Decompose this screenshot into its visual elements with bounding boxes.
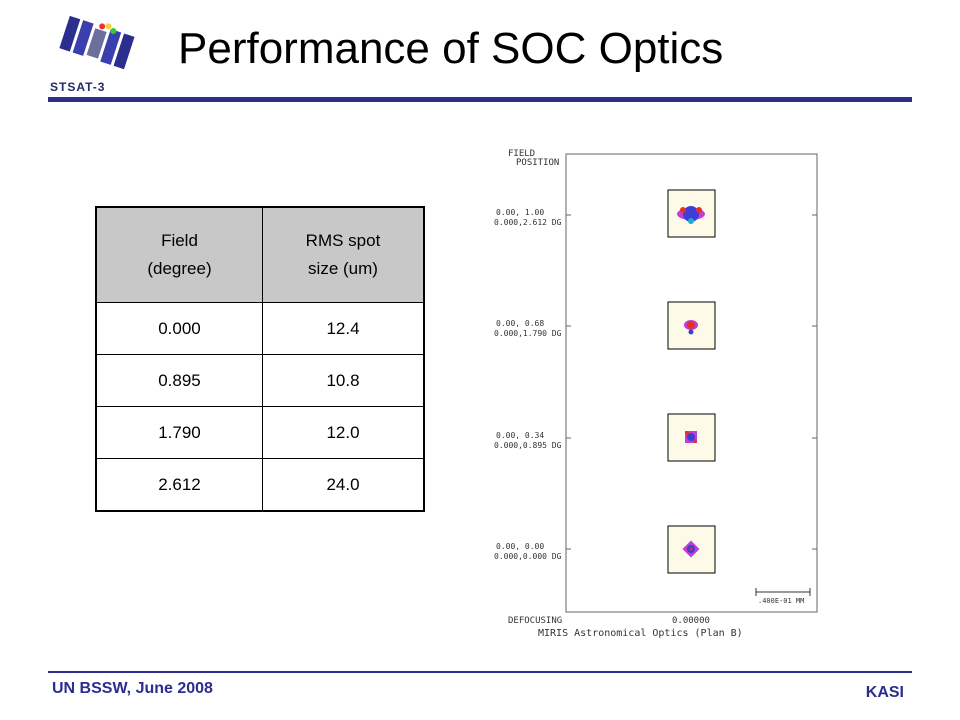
- cell-field: 1.790: [95, 406, 263, 459]
- spot-diagram: FIELD POSITION 0.00, 1.00 0.000,2.612 DG…: [494, 149, 818, 639]
- table-row: 1.790 12.0: [95, 406, 425, 459]
- field-label-line2: 0.000,1.790 DG: [494, 329, 562, 338]
- header-rms: RMS spot size (um): [262, 206, 425, 303]
- scale-label: .400E-01 MM: [758, 597, 804, 605]
- field-label-line1: 0.00, 1.00: [496, 208, 544, 217]
- field-row-1: 0.00, 1.00 0.000,2.612 DG: [494, 189, 817, 238]
- scale-bar: .400E-01 MM: [755, 588, 811, 605]
- cell-field: 0.895: [95, 354, 263, 407]
- table-row: 2.612 24.0: [95, 458, 425, 512]
- header-rms-line2: size (um): [308, 259, 378, 278]
- header-field-line2: (degree): [147, 259, 212, 278]
- cell-rms: 24.0: [262, 458, 425, 512]
- field-row-4: 0.00, 0.00 0.000,0.000 DG: [494, 525, 817, 574]
- table-row: 0.895 10.8: [95, 354, 425, 407]
- cell-rms: 12.0: [262, 406, 425, 459]
- field-label-line1: 0.00, 0.34: [496, 431, 544, 440]
- cell-field: 2.612: [95, 458, 263, 512]
- plot-caption: MIRIS Astronomical Optics (Plan B): [538, 628, 743, 639]
- performance-table: Field (degree) RMS spot size (um) 0.000 …: [95, 206, 425, 512]
- stsat3-logo-icon: [59, 15, 135, 70]
- spot-pattern: [682, 540, 700, 558]
- title-divider: [48, 97, 912, 102]
- footer-event: UN BSSW, June 2008: [52, 680, 213, 697]
- field-label-line2: 0.000,0.000 DG: [494, 552, 562, 561]
- cell-field: 0.000: [95, 302, 263, 355]
- logo-caption: STSAT-3: [50, 80, 106, 94]
- field-row-2: 0.00, 0.68 0.000,1.790 DG: [494, 301, 817, 350]
- plot-header-line1: FIELD: [508, 149, 535, 159]
- defocusing-value: 0.00000: [672, 616, 710, 626]
- spot-pattern: [677, 206, 705, 224]
- plot-header-line2: POSITION: [516, 158, 559, 168]
- field-row-3: 0.00, 0.34 0.000,0.895 DG: [494, 413, 817, 462]
- field-label-line2: 0.000,0.895 DG: [494, 441, 562, 450]
- spot-pattern: [685, 431, 697, 443]
- field-label-line1: 0.00, 0.00: [496, 542, 544, 551]
- field-label-line1: 0.00, 0.68: [496, 319, 544, 328]
- cell-rms: 10.8: [262, 354, 425, 407]
- header-field-line1: Field: [161, 231, 198, 250]
- table-row: 0.000 12.4: [95, 302, 425, 355]
- cell-rms: 12.4: [262, 302, 425, 355]
- footer-org: KASI: [865, 684, 904, 701]
- field-label-line2: 0.000,2.612 DG: [494, 218, 562, 227]
- header-rms-line1: RMS spot: [305, 231, 381, 250]
- header-field: Field (degree): [95, 206, 263, 303]
- slide-title: Performance of SOC Optics: [178, 24, 724, 73]
- footer-divider: [48, 671, 912, 673]
- spot-pattern: [684, 320, 698, 335]
- defocusing-label: DEFOCUSING: [508, 616, 562, 626]
- table-header-row: Field (degree) RMS spot size (um): [95, 206, 425, 303]
- plot-frame: [565, 153, 818, 613]
